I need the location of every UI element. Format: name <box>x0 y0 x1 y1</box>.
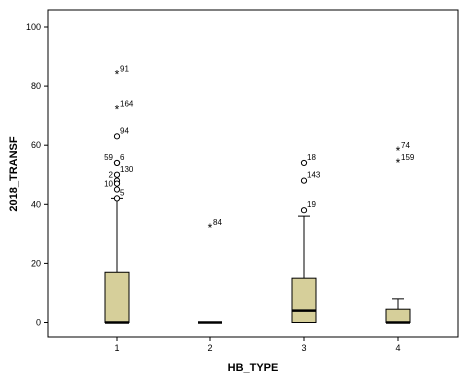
y-tick-label: 20 <box>31 258 41 268</box>
outlier-label: 19 <box>307 200 316 209</box>
box-group <box>104 197 130 324</box>
y-axis-title: 2018_TRANSF <box>8 136 20 211</box>
outlier-label: 130 <box>120 165 134 174</box>
y-tick-label: 40 <box>31 199 41 209</box>
outlier-label: 94 <box>120 126 129 135</box>
outlier-label: 10 <box>104 180 113 189</box>
y-tick-label: 0 <box>36 318 41 328</box>
plot-frame <box>47 9 459 338</box>
outlier-label: 164 <box>120 100 134 109</box>
box-group <box>291 215 317 323</box>
y-tick-label: 60 <box>31 140 41 150</box>
x-axis: 1 2 3 4 <box>114 337 401 353</box>
outlier-circle <box>113 159 121 167</box>
outlier-label: 143 <box>307 171 321 180</box>
outlier-label: 2 <box>109 171 114 180</box>
outlier-star: * <box>115 67 120 81</box>
x-tick-label: 1 <box>114 343 119 353</box>
outlier-label: 18 <box>307 153 316 162</box>
y-tick-label: 80 <box>31 81 41 91</box>
outlier-circle <box>113 180 121 187</box>
x-tick-label: 4 <box>395 343 400 353</box>
boxes <box>104 197 411 324</box>
x-tick-label: 3 <box>301 343 306 353</box>
outlier-circle <box>113 133 121 140</box>
box-group <box>385 298 411 324</box>
outlier-label: 6 <box>120 153 125 162</box>
y-tick-label: 100 <box>26 22 41 32</box>
box <box>385 308 411 324</box>
outlier-circle <box>300 159 308 167</box>
outlier-star: * <box>115 103 120 117</box>
outlier-label: 74 <box>401 141 410 150</box>
outlier-label: 91 <box>120 64 129 73</box>
outlier-circle <box>300 207 308 214</box>
outlier-label: 84 <box>213 218 222 227</box>
outlier-circle <box>113 186 121 193</box>
outlier-label: 159 <box>401 153 415 162</box>
box <box>104 271 130 324</box>
box <box>291 277 317 323</box>
outlier-star: * <box>396 156 401 170</box>
y-axis: 0 20 40 60 80 100 <box>26 22 48 328</box>
outlier-circle <box>300 177 308 184</box>
outlier-circle <box>113 171 121 178</box>
outlier-star: * <box>396 144 401 158</box>
outlier-circle <box>113 195 121 202</box>
outlier-label: 5 <box>120 188 125 197</box>
x-tick-label: 2 <box>207 343 212 353</box>
outlier-label: 59 <box>104 153 113 162</box>
outlier-star: * <box>208 221 213 235</box>
x-axis-title: HB_TYPE <box>228 362 279 374</box>
